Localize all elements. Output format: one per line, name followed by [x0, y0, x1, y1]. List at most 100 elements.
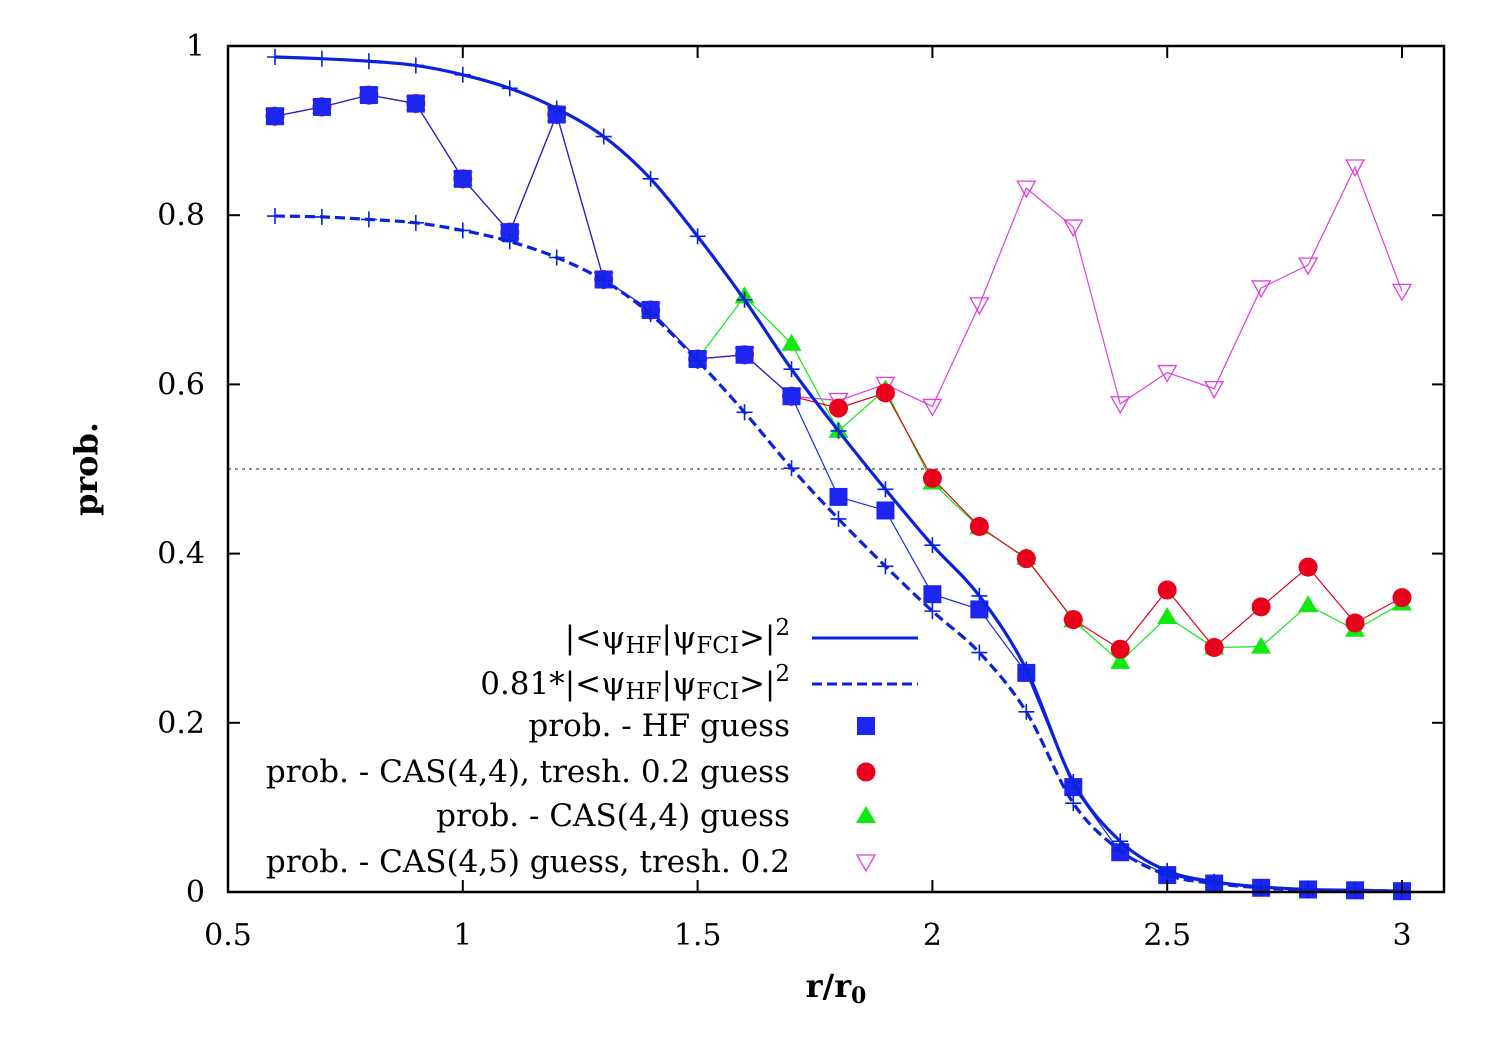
data-point	[1018, 661, 1035, 678]
legend-label: prob. - CAS(4,4), tresh. 0.2 guess	[266, 754, 790, 790]
data-point	[313, 50, 330, 67]
data-point	[830, 422, 847, 439]
data-point	[1157, 364, 1178, 383]
legend-marker-sample	[857, 717, 875, 735]
data-point	[265, 107, 284, 126]
data-point	[1297, 257, 1319, 276]
data-point	[407, 214, 424, 231]
data-point	[1206, 873, 1223, 890]
y-tick-label: 0.4	[157, 537, 205, 572]
data-point	[736, 404, 753, 421]
x-axis-label: r/r0	[806, 967, 867, 1009]
data-point	[735, 345, 754, 364]
series-layer	[264, 48, 1413, 901]
y-tick-label: 0.2	[157, 706, 205, 741]
data-point	[971, 644, 988, 661]
series-1	[266, 208, 1410, 900]
data-point	[1251, 280, 1272, 299]
data-point	[1110, 651, 1131, 669]
data-point	[1300, 881, 1317, 898]
x-tick-label: 0.5	[204, 918, 252, 953]
data-point	[924, 537, 941, 554]
legend-label: prob. - HF guess	[528, 708, 790, 744]
data-point	[1344, 159, 1366, 178]
plot-frame	[226, 44, 1446, 894]
y-tick-label: 0.6	[157, 367, 205, 402]
legend-marker-sample	[855, 854, 877, 873]
data-point	[689, 352, 706, 369]
data-point	[971, 587, 988, 604]
data-point	[877, 481, 894, 498]
legend-marker-sample	[856, 762, 876, 782]
data-point	[1347, 882, 1364, 899]
data-point	[782, 387, 801, 406]
y-tick-label: 1	[186, 29, 205, 64]
series-curve	[274, 55, 1403, 893]
x-tick-label: 2	[923, 918, 942, 953]
data-point	[1345, 613, 1365, 633]
data-point	[924, 603, 941, 620]
data-point	[501, 80, 518, 97]
data-point	[548, 249, 565, 266]
data-point	[359, 86, 378, 105]
data-point	[876, 501, 895, 520]
series-line	[274, 94, 1403, 408]
data-point	[1298, 557, 1318, 577]
series-5	[264, 87, 1413, 417]
data-point	[781, 333, 802, 351]
data-point	[970, 600, 989, 619]
data-point	[1391, 283, 1413, 302]
legend-marker-sample	[856, 806, 876, 823]
data-point	[1018, 703, 1035, 720]
x-tick-label: 2.5	[1143, 918, 1191, 953]
data-point	[1251, 597, 1271, 617]
data-point	[360, 53, 377, 70]
legend-label: prob. - CAS(4,5) guess, tresh. 0.2	[266, 844, 790, 880]
data-point	[1016, 180, 1037, 199]
data-point	[595, 272, 612, 289]
data-point	[1063, 610, 1083, 630]
data-point	[313, 208, 330, 225]
x-tick-label: 1.5	[674, 918, 722, 953]
data-point	[1110, 396, 1131, 415]
data-point	[1157, 580, 1177, 600]
y-axis-label: prob.	[67, 422, 105, 516]
data-point	[1204, 380, 1225, 399]
data-point	[266, 48, 283, 65]
x-tick-label: 3	[1392, 918, 1411, 953]
series-4	[264, 85, 1412, 669]
data-point	[595, 128, 612, 145]
data-point	[406, 94, 425, 113]
series-0	[266, 48, 1410, 900]
x-axis-label-subscript: 0	[851, 983, 866, 1009]
data-point	[923, 585, 942, 604]
data-point	[1159, 862, 1176, 879]
data-point	[875, 383, 895, 403]
data-point	[454, 66, 471, 83]
y-tick-label: 0	[186, 875, 205, 910]
data-point	[1063, 219, 1084, 238]
data-point	[312, 97, 331, 116]
data-point	[501, 233, 518, 250]
data-point	[1392, 588, 1412, 608]
series-curve	[274, 214, 1403, 893]
legend-label: |<ψHF|ψFCI>|2	[565, 615, 790, 659]
data-point	[454, 222, 471, 239]
x-tick-label: 1	[453, 918, 472, 953]
data-point	[922, 468, 942, 488]
data-point	[1112, 833, 1129, 850]
data-point	[548, 100, 565, 117]
data-point	[689, 228, 706, 245]
data-point	[969, 517, 989, 537]
data-point	[830, 510, 847, 527]
data-point	[500, 223, 519, 242]
data-point	[407, 57, 424, 74]
data-point	[360, 211, 377, 228]
legend-label: prob. - CAS(4,4) guess	[436, 798, 790, 834]
series-line	[274, 94, 1403, 650]
series-line	[274, 94, 1403, 663]
data-point	[969, 297, 990, 316]
data-point	[783, 361, 800, 378]
